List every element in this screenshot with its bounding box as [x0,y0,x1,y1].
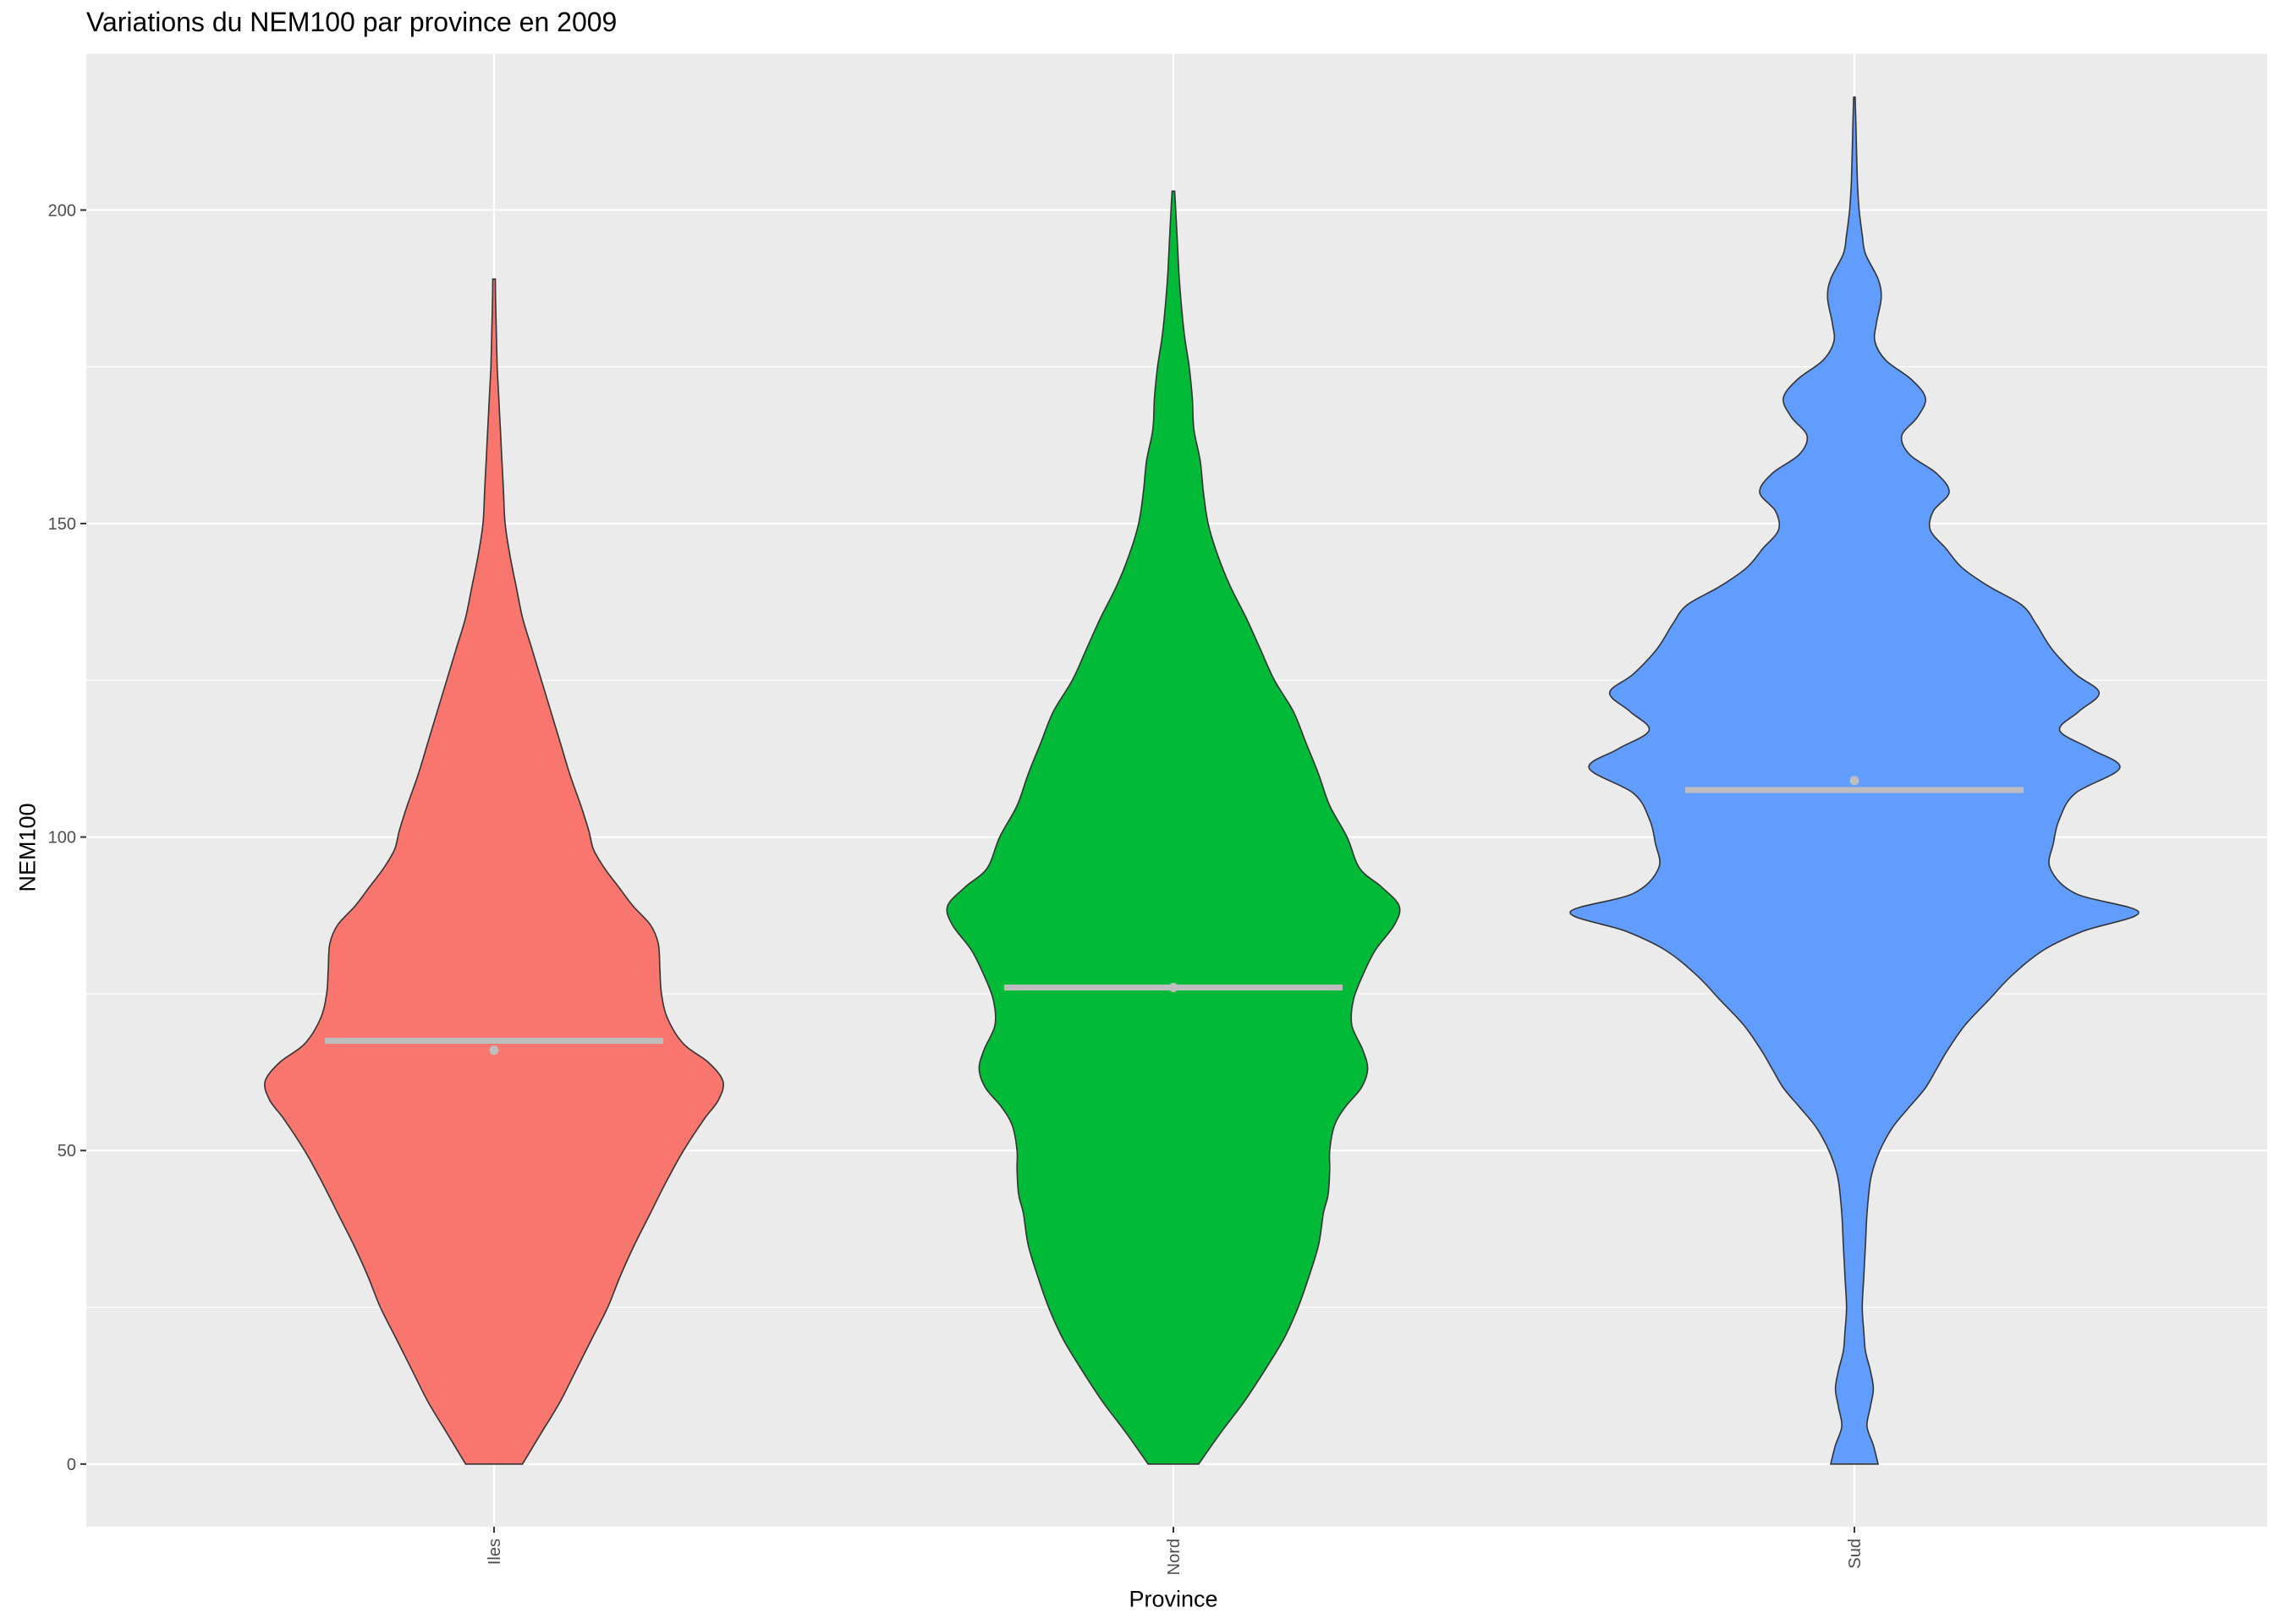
y-tick-label: 50 [58,1142,76,1160]
chart-title: Variations du NEM100 par province en 200… [86,7,618,37]
x-axis-title: Province [1129,1586,1218,1612]
violin-nord [946,190,1401,1465]
x-tick-label-sud: Sud [1846,1539,1865,1569]
mean-point-nord [1168,983,1178,993]
y-tick-label: 150 [48,515,76,534]
mean-point-sud [1849,776,1859,786]
x-axis: Iles Nord Sud [486,1527,1865,1575]
summary-marks [325,776,2024,1056]
y-axis: 0 50 100 150 200 [48,201,86,1474]
x-tick-label-iles: Iles [486,1539,504,1565]
y-tick-label: 100 [48,829,76,848]
x-tick-label-nord: Nord [1165,1539,1184,1575]
y-tick-label: 0 [67,1456,76,1474]
y-tick-label: 200 [48,201,76,220]
violin-iles [264,278,724,1465]
mean-point-iles [489,1045,499,1056]
